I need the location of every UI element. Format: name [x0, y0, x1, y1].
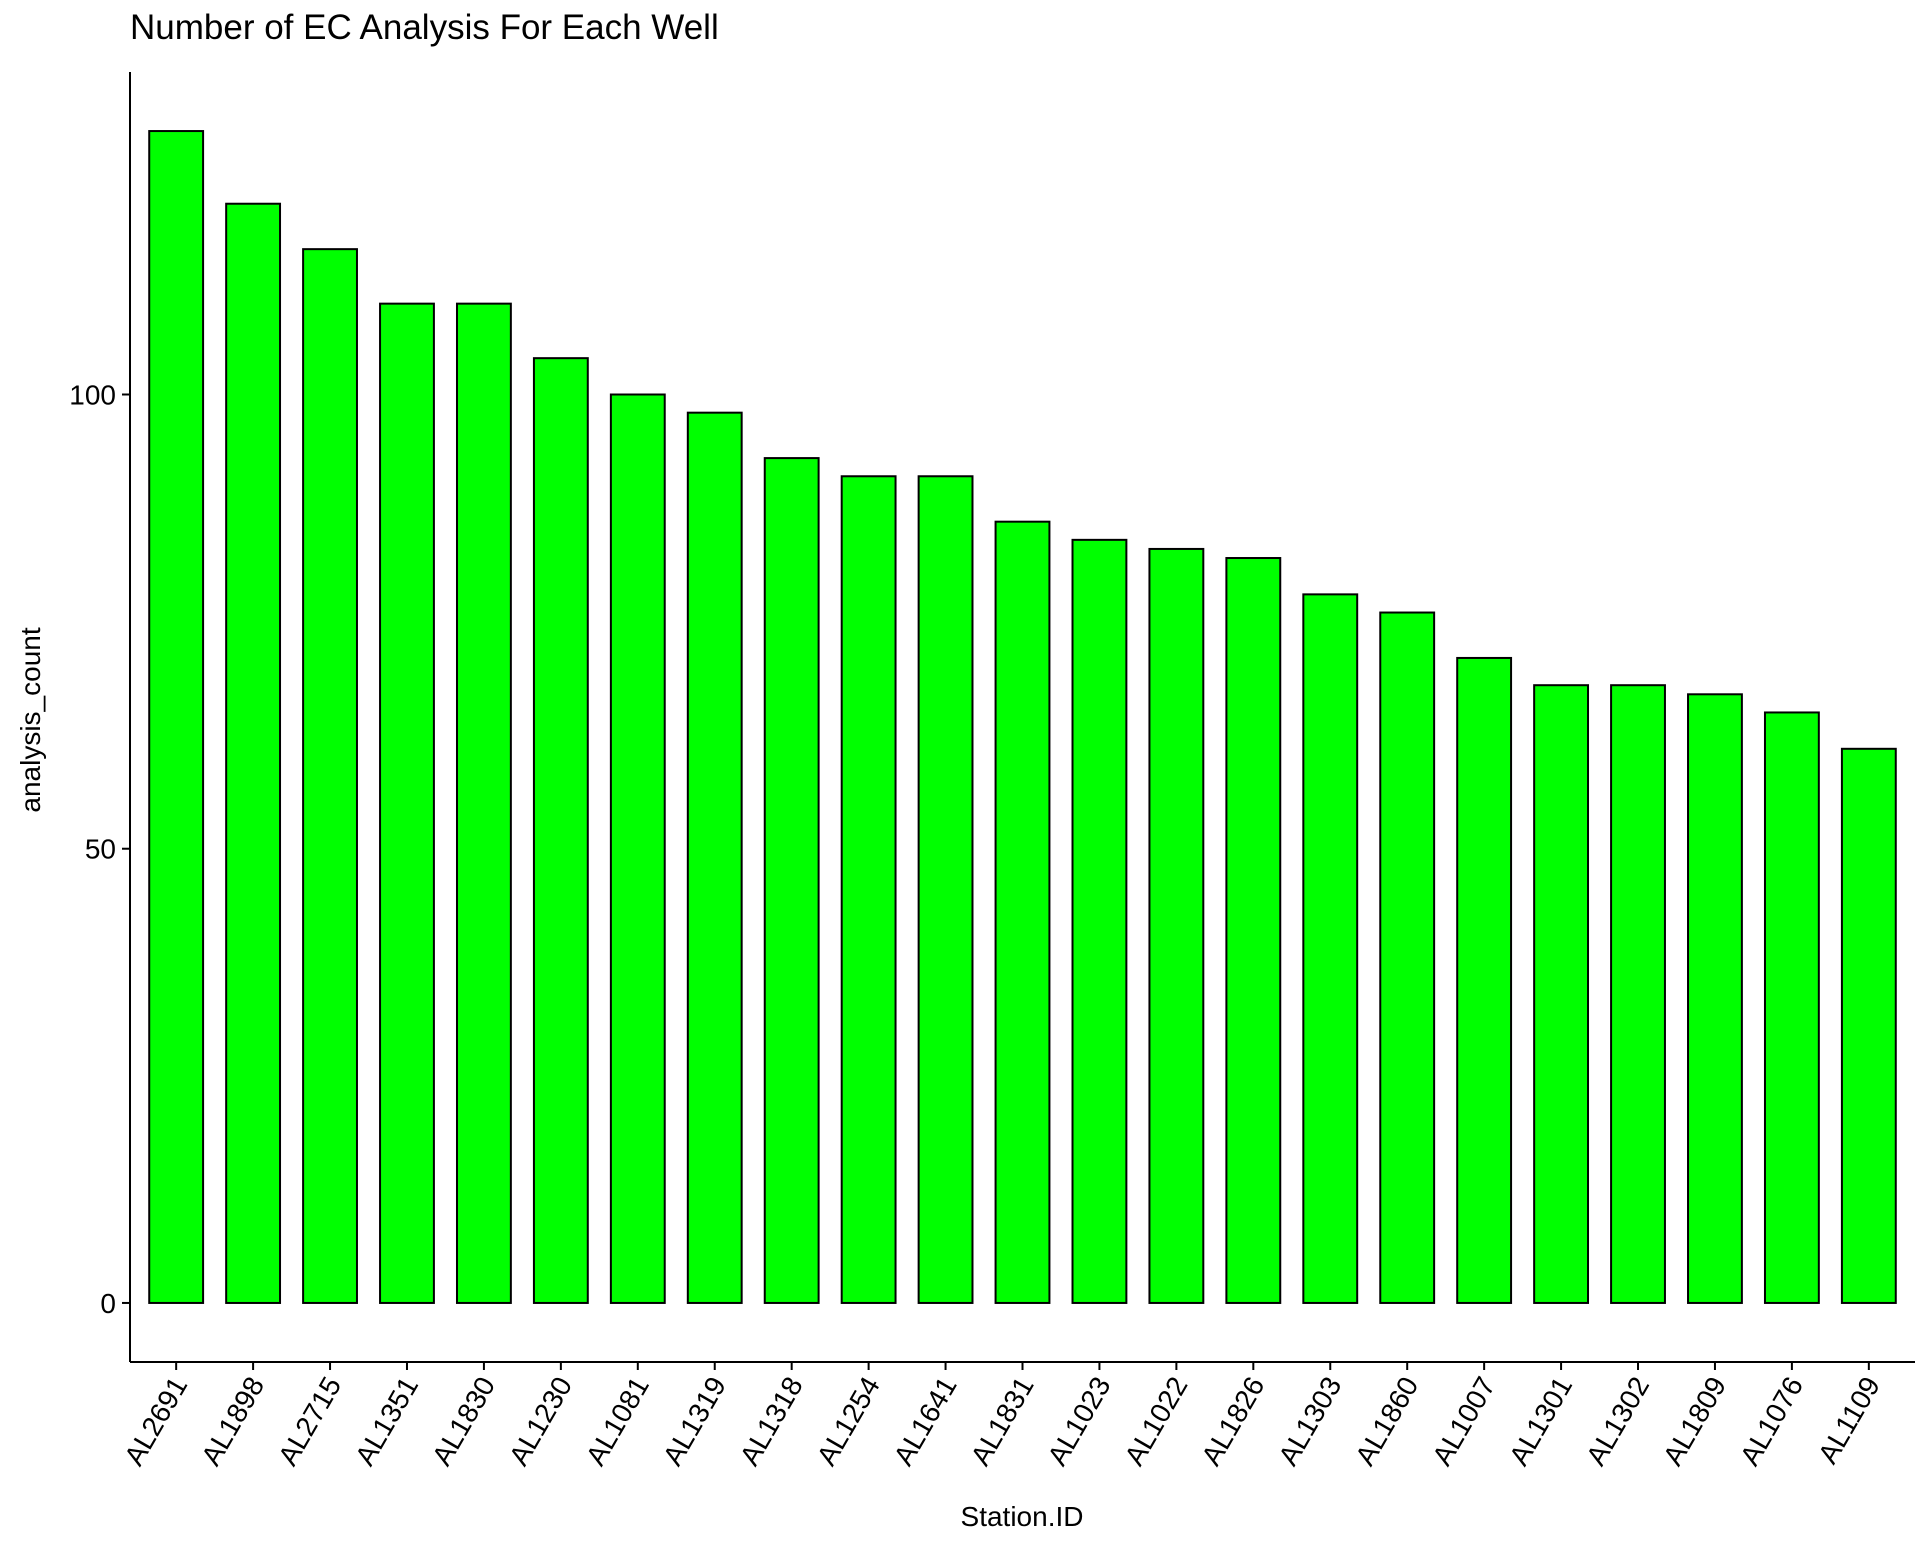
bar-AL1076 — [1763, 711, 1820, 1304]
bar-AL1830 — [455, 302, 512, 1304]
x-axis-ticks: AL2691 AL1898 AL2715 AL1351 AL1830 AL1230 AL10… — [118, 1362, 1886, 1471]
x-tick-label: AL1830 — [426, 1372, 501, 1471]
bar-AL1007 — [1456, 656, 1513, 1304]
bar-AL1898 — [225, 202, 282, 1304]
x-tick-label: AL1860 — [1349, 1372, 1424, 1471]
bar-AL1230 — [532, 357, 589, 1304]
x-tick-label: AL1302 — [1580, 1372, 1655, 1471]
bar-AL1809 — [1687, 693, 1743, 1304]
bar-AL2715 — [302, 248, 358, 1304]
x-tick-label: AL1022 — [1118, 1372, 1193, 1471]
bar-AL1023 — [1071, 538, 1128, 1304]
bar-AL2691 — [148, 130, 205, 1304]
x-tick-label: AL1351 — [349, 1372, 424, 1471]
bar-AL1831 — [994, 520, 1051, 1304]
x-tick-label: AL1831 — [965, 1372, 1040, 1471]
x-tick-label: AL1023 — [1042, 1372, 1117, 1471]
x-tick-label: AL1230 — [503, 1372, 578, 1471]
y-tick-label: 0 — [100, 1288, 116, 1319]
x-tick-label: AL2715 — [272, 1372, 347, 1471]
x-tick-label: AL1081 — [580, 1372, 655, 1471]
bar-AL1302 — [1610, 684, 1666, 1304]
x-tick-label: AL1303 — [1272, 1372, 1347, 1471]
bar-AL1318 — [763, 457, 820, 1304]
bar-AL1109 — [1840, 747, 1897, 1304]
bar-AL1254 — [840, 475, 897, 1304]
bar-AL1319 — [686, 411, 743, 1304]
bar-AL1022 — [1148, 547, 1205, 1304]
x-tick-label: AL1007 — [1426, 1372, 1501, 1471]
y-tick-label: 50 — [85, 834, 116, 865]
bar-AL1081 — [609, 393, 666, 1304]
bar-AL1351 — [379, 302, 435, 1304]
y-axis-ticks: 0 50 100 — [69, 380, 130, 1319]
x-tick-label: AL1898 — [195, 1372, 270, 1471]
bar-AL1303 — [1302, 593, 1359, 1304]
x-tick-label: AL1809 — [1657, 1372, 1732, 1471]
bars-group — [148, 130, 1897, 1304]
x-tick-label: AL1641 — [888, 1372, 963, 1471]
x-tick-label: AL1318 — [734, 1372, 809, 1471]
bar-AL1301 — [1533, 684, 1590, 1304]
x-tick-label: AL1254 — [811, 1372, 886, 1471]
x-tick-label: AL1319 — [657, 1372, 732, 1471]
x-tick-label: AL2691 — [118, 1372, 193, 1471]
bar-AL1860 — [1379, 611, 1436, 1304]
chart-title: Number of EC Analysis For Each Well — [130, 8, 719, 47]
x-tick-label: AL1301 — [1503, 1372, 1578, 1471]
x-tick-label: AL1826 — [1195, 1372, 1270, 1471]
x-axis-label: Station.ID — [961, 1501, 1084, 1532]
y-tick-label: 100 — [69, 380, 116, 411]
x-tick-label: AL1076 — [1734, 1372, 1809, 1471]
x-tick-label: AL1109 — [1812, 1372, 1886, 1469]
y-axis-label: analysis_count — [15, 627, 46, 812]
bar-AL1826 — [1225, 557, 1282, 1304]
bar-AL1641 — [917, 475, 974, 1304]
